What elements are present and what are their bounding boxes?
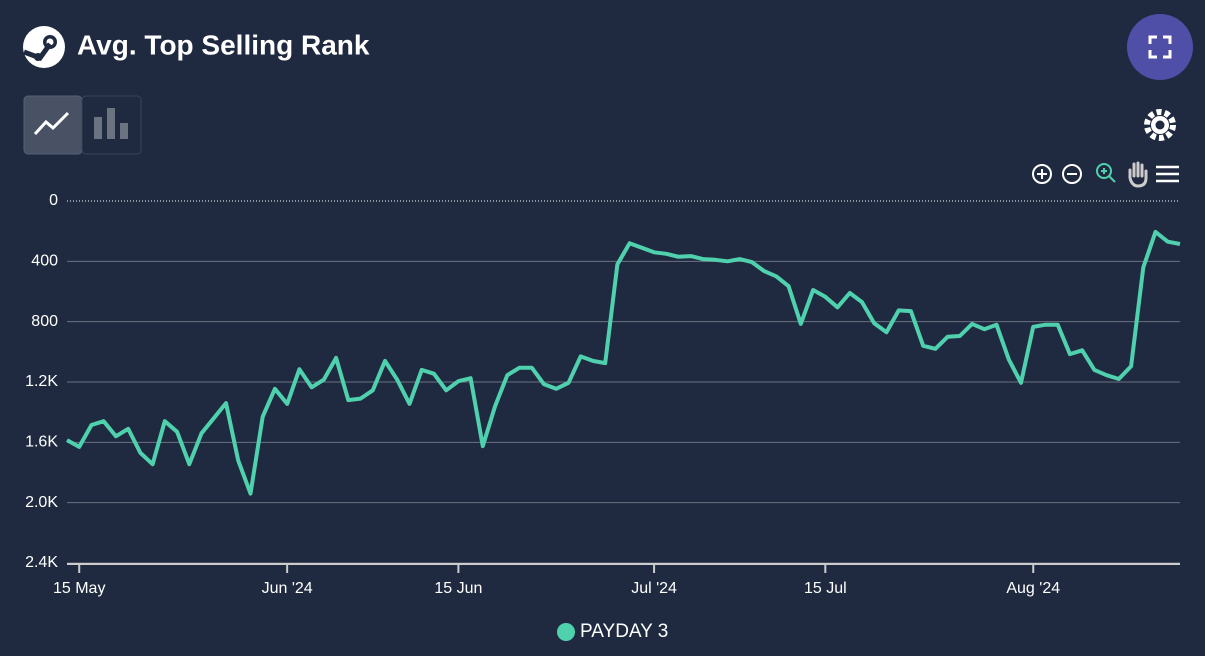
data-line [66,229,1181,496]
bar-view-button[interactable] [81,95,142,155]
x-tick-label: 15 Jun [434,580,482,597]
y-tick-label: 800 [31,313,58,330]
y-tick-label: 0 [49,192,58,209]
legend-swatch [557,623,575,641]
y-tick-label: 1.2K [25,373,58,390]
y-tick-label: 2.4K [25,554,58,571]
menu-icon[interactable] [1156,165,1179,183]
chart-title: Avg. Top Selling Rank [77,29,370,60]
legend-label: PAYDAY 3 [580,621,668,642]
y-tick-label: 2.0K [25,494,58,511]
y-tick-label: 400 [31,253,58,270]
legend-item[interactable]: PAYDAY 3 [557,621,668,642]
line-view-button[interactable] [23,95,83,155]
x-tick-label: Jul '24 [631,580,677,597]
selection-zoom-icon[interactable] [1096,163,1116,183]
x-tick-label: Jun '24 [262,580,313,597]
x-tick-label: 15 Jul [804,580,847,597]
y-tick-label: 1.6K [25,434,58,451]
x-tick-label: Aug '24 [1006,580,1060,597]
zoom-in-icon[interactable] [1032,164,1052,184]
pan-icon[interactable] [1128,161,1148,188]
settings-icon[interactable] [1144,109,1176,141]
steam-logo [23,26,65,68]
zoom-out-icon[interactable] [1062,164,1082,184]
fullscreen-button[interactable] [1127,14,1193,80]
x-tick-label: 15 May [53,580,105,597]
